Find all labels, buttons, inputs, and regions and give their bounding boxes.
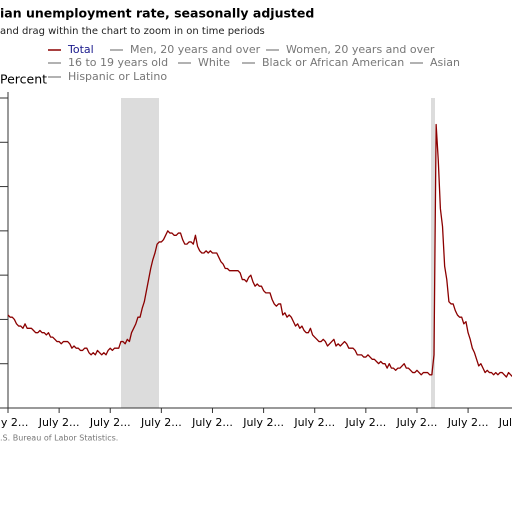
x-tick-label: July 2... [89, 416, 131, 429]
x-tick-label: July 2... [191, 416, 233, 429]
legend-label: Women, 20 years and over [286, 43, 435, 56]
x-tick-label: July 2... [242, 416, 284, 429]
recession-shading [431, 98, 435, 408]
recession-shading [121, 98, 159, 408]
y-axis-label: Percent [0, 72, 47, 87]
legend-label: White [198, 56, 230, 69]
x-tick-label: July 2... [38, 416, 80, 429]
legend-label: Total [67, 43, 94, 56]
x-tick-label: July 2... [140, 416, 182, 429]
chart-subtitle: and drag within the chart to zoom in on … [0, 26, 265, 37]
legend-label: Men, 20 years and over [130, 43, 261, 56]
legend-label: Asian [430, 56, 460, 69]
source-note: .S. Bureau of Labor Statistics. [0, 434, 118, 443]
legend-label: Hispanic or Latino [68, 70, 167, 83]
data-line [7, 123, 512, 378]
x-tick-label: July 2... [447, 416, 489, 429]
legend-label: Black or African American [262, 56, 404, 69]
x-tick-label: July 2... [498, 416, 512, 429]
legend-label: 16 to 19 years old [68, 56, 168, 69]
chart-title: ian unemployment rate, seasonally adjust… [0, 6, 314, 21]
x-tick-label: July 2... [396, 416, 438, 429]
x-tick-label: July 2... [344, 416, 386, 429]
x-tick-label: July 2... [293, 416, 335, 429]
x-tick-label: July 2... [0, 416, 28, 429]
